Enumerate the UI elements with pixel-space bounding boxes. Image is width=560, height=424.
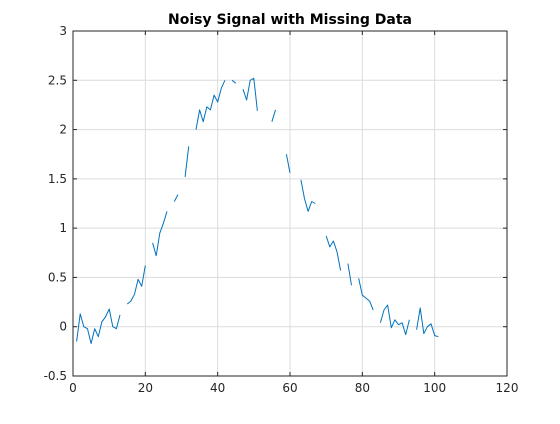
y-tick-label: 0.5 — [48, 270, 67, 284]
grid — [72, 30, 508, 377]
x-tick-label: 60 — [282, 381, 297, 395]
x-tick-label: 120 — [496, 381, 519, 395]
y-tick-label: 2.5 — [48, 73, 67, 87]
x-tick-label: 0 — [69, 381, 77, 395]
y-tick-label: 3 — [59, 24, 67, 38]
y-tick-label: 1.5 — [48, 172, 67, 186]
y-tick-label: 1 — [59, 221, 67, 235]
series-group — [76, 77, 439, 344]
ticks: 0 20 40 60 80 100 120-0.500.511.522.53 — [44, 24, 519, 395]
y-tick-label: 0 — [59, 320, 67, 334]
x-tick-label: 100 — [423, 381, 446, 395]
x-tick-label: 40 — [210, 381, 225, 395]
chart-title: Noisy Signal with Missing Data — [168, 12, 412, 28]
signal-line — [76, 77, 439, 344]
x-tick-label: 20 — [138, 381, 153, 395]
y-tick-label: 2 — [59, 123, 67, 137]
y-tick-label: -0.5 — [44, 369, 67, 383]
x-tick-label: 80 — [355, 381, 370, 395]
